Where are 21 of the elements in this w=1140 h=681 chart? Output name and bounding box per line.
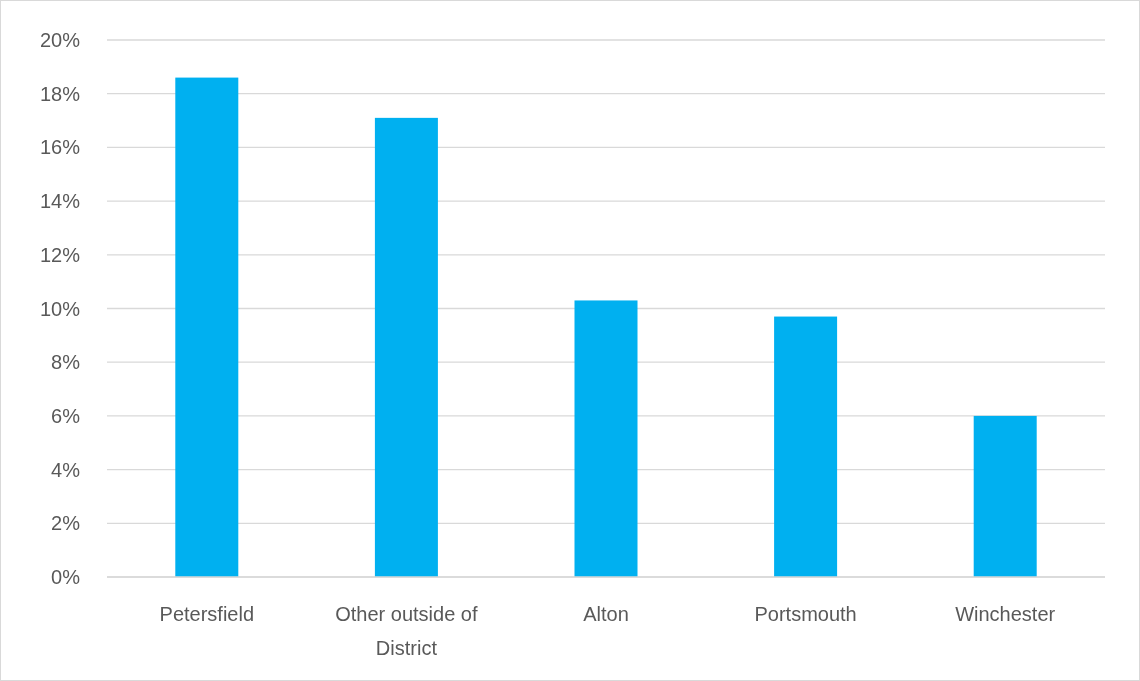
y-tick-label: 12% — [39, 243, 81, 266]
y-tick-label: 14% — [39, 190, 81, 213]
y-tick-label: 20% — [39, 29, 81, 51]
bar — [175, 77, 239, 577]
y-tick-label: 16% — [39, 136, 81, 159]
y-tick-label: 0% — [51, 566, 81, 588]
x-tick-label: Portsmouth — [754, 603, 857, 625]
x-tick-label: Alton — [583, 603, 629, 625]
bar — [374, 117, 438, 577]
bar — [574, 300, 638, 577]
x-tick-label: Other outside of District — [335, 603, 478, 659]
x-tick-label: Winchester — [955, 603, 1056, 625]
y-tick-label: 4% — [51, 458, 81, 481]
bar — [973, 415, 1037, 577]
x-tick-label: Petersfield — [159, 603, 255, 625]
y-tick-label: 10% — [39, 297, 81, 320]
y-tick-label: 18% — [39, 82, 81, 105]
y-tick-label: 2% — [51, 512, 81, 535]
bar — [774, 316, 838, 577]
y-tick-label: 6% — [51, 404, 81, 427]
y-tick-label: 8% — [51, 351, 81, 374]
